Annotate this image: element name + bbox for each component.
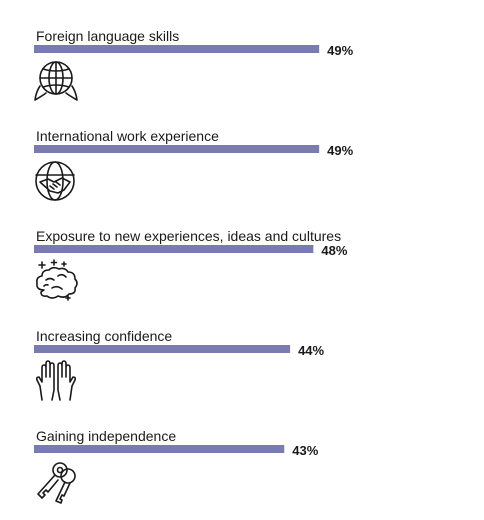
value-label: 43% [292, 443, 318, 458]
bar [34, 245, 314, 253]
globe-speech-icon [34, 61, 78, 101]
bar-row: Foreign language skills 49% [34, 28, 354, 101]
value-label: 48% [321, 243, 347, 258]
keys-icon [37, 462, 76, 504]
category-label: International work experience [36, 128, 219, 144]
bar [34, 145, 320, 153]
globe-handshake-icon [35, 161, 75, 201]
value-label: 49% [327, 43, 353, 58]
chart-rows: Foreign language skills49%International … [34, 28, 354, 504]
raised-hands-icon [35, 360, 77, 401]
bar-row: Exposure to new experiences, ideas and c… [34, 228, 348, 301]
bar [34, 445, 285, 453]
value-label: 49% [327, 143, 353, 158]
value-label: 44% [298, 343, 324, 358]
bar-row: Gaining independence 43% [34, 428, 319, 504]
brain-sparkle-icon [36, 259, 78, 301]
category-label: Exposure to new experiences, ideas and c… [36, 228, 341, 244]
bar-row: International work experience 49% [34, 128, 354, 201]
category-label: Foreign language skills [36, 28, 179, 44]
category-label: Gaining independence [36, 428, 176, 444]
bar [34, 345, 291, 353]
category-label: Increasing confidence [36, 328, 172, 344]
bar-row: Increasing confidence 44% [34, 328, 325, 401]
bar [34, 45, 320, 53]
